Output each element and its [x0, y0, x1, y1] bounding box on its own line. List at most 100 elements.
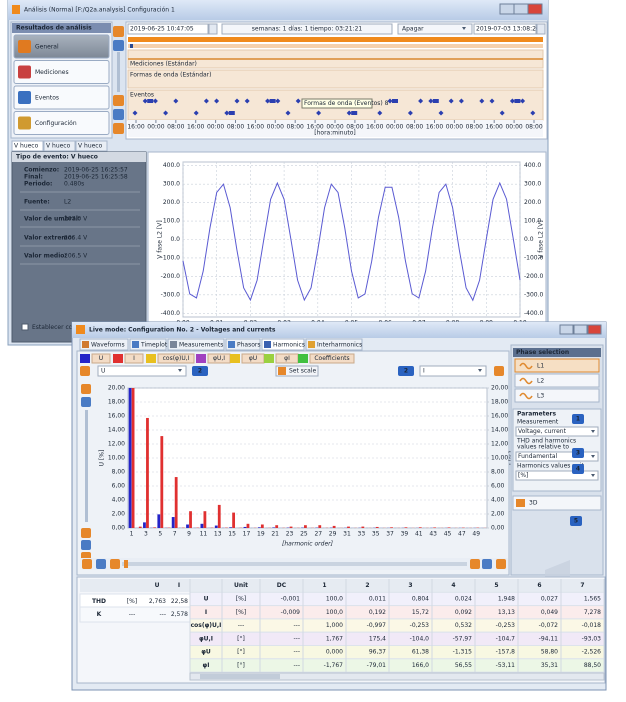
- table-cell: -0,072: [539, 622, 559, 629]
- tool-icon[interactable]: [96, 559, 106, 569]
- y-tick-label: -200.0: [161, 273, 181, 280]
- x-tick-label: 15: [228, 531, 236, 538]
- y-tick-label: 16,00: [108, 413, 125, 420]
- legend-button[interactable]: [91, 353, 111, 364]
- tool-icon[interactable]: [81, 384, 91, 394]
- tool-icon[interactable]: [482, 559, 492, 569]
- table-header-cell: 5: [494, 582, 498, 589]
- x-tick-label: 45: [444, 531, 452, 538]
- nav-button[interactable]: [13, 34, 110, 59]
- legend-swatch[interactable]: [80, 354, 90, 363]
- tab[interactable]: [261, 338, 305, 351]
- tab[interactable]: [225, 338, 261, 351]
- checkbox[interactable]: [21, 323, 29, 331]
- tab[interactable]: [129, 338, 167, 351]
- bar: [246, 523, 250, 528]
- nav-button[interactable]: [13, 60, 110, 84]
- table-cell: -0,018: [582, 622, 602, 629]
- tab-label: Interharmonics: [317, 342, 362, 349]
- field-label: Valor medio:: [24, 253, 67, 260]
- legend-button[interactable]: [124, 353, 144, 364]
- window-button[interactable]: [513, 3, 529, 15]
- tab[interactable]: [305, 338, 363, 351]
- bar: [217, 504, 221, 528]
- tab[interactable]: [167, 338, 225, 351]
- select[interactable]: [515, 470, 599, 481]
- table-cell: ---: [160, 611, 167, 618]
- tool-icon[interactable]: [110, 559, 120, 569]
- legend-swatch[interactable]: [196, 354, 206, 363]
- tool-icon[interactable]: [470, 559, 480, 569]
- window-button[interactable]: [559, 324, 574, 335]
- spin-button[interactable]: [536, 23, 546, 35]
- zoom-slider: [85, 410, 88, 522]
- tool-icon[interactable]: [82, 559, 92, 569]
- event-marker: [316, 110, 322, 116]
- tool-icon[interactable]: [113, 123, 124, 134]
- tool-icon[interactable]: [81, 540, 91, 550]
- tool-icon[interactable]: [80, 366, 90, 376]
- tab[interactable]: [43, 140, 76, 152]
- table-cell: 13,13: [498, 609, 515, 616]
- x-tick-label: 13: [214, 531, 222, 538]
- bar: [260, 524, 264, 528]
- tool-icon[interactable]: [81, 528, 91, 538]
- tool-icon[interactable]: [113, 109, 124, 120]
- window-button[interactable]: [573, 324, 588, 335]
- table-cell: -1,315: [453, 649, 473, 656]
- legend-swatch[interactable]: [298, 354, 308, 363]
- spin-button[interactable]: [208, 23, 218, 35]
- legend-button[interactable]: [157, 353, 195, 364]
- table-cell: 7,278: [584, 609, 601, 616]
- select[interactable]: [419, 365, 487, 377]
- window-button[interactable]: [587, 324, 602, 335]
- range-handle: [130, 44, 133, 48]
- tool-icon[interactable]: [496, 559, 506, 569]
- legend-swatch[interactable]: [113, 354, 123, 363]
- select[interactable]: [97, 365, 187, 377]
- window-button[interactable]: [527, 3, 543, 15]
- window-button[interactable]: [499, 3, 515, 15]
- tab[interactable]: [75, 140, 108, 152]
- tab-label: Phasors: [237, 342, 261, 349]
- tool-icon[interactable]: [494, 366, 504, 376]
- x-tick-label: 9: [187, 531, 191, 538]
- x-tick-label: 29: [329, 531, 337, 538]
- tab-icon: [308, 341, 315, 348]
- tab[interactable]: [11, 140, 44, 152]
- nav-icon: [18, 91, 31, 104]
- legend-button[interactable]: [309, 353, 355, 364]
- table-cell: ---: [294, 649, 301, 656]
- view-button[interactable]: [512, 495, 602, 511]
- tool-icon[interactable]: [81, 397, 91, 407]
- legend-swatch[interactable]: [146, 354, 156, 363]
- tool-icon[interactable]: [113, 95, 124, 106]
- nav-icon: [18, 40, 31, 53]
- scroll-thumb[interactable]: [200, 674, 280, 679]
- tool-icon[interactable]: [113, 40, 124, 51]
- select[interactable]: [515, 451, 599, 462]
- bar: [229, 527, 233, 528]
- timeline-row: [127, 69, 544, 89]
- h-scrollbar[interactable]: [189, 672, 605, 681]
- table-cell: cos(φ)U,I: [191, 622, 222, 629]
- set-scale-button[interactable]: [275, 365, 319, 377]
- tool-icon[interactable]: [113, 26, 124, 37]
- phase-button[interactable]: [514, 358, 600, 373]
- field-value: 2019-06-25 16:25:58: [64, 174, 128, 181]
- tab[interactable]: [79, 338, 129, 351]
- mode-select[interactable]: [397, 23, 473, 35]
- tab-label: Timeplots: [140, 342, 170, 349]
- event-marker: [448, 98, 454, 104]
- time-tick-label: 00:00: [326, 124, 343, 131]
- legend-swatch[interactable]: [230, 354, 240, 363]
- phase-button[interactable]: [514, 388, 600, 403]
- phase-button[interactable]: [514, 373, 600, 388]
- time-span: semanas: 1 días: 1 tiempo: 03:21:21: [252, 26, 363, 33]
- nav-button[interactable]: [13, 111, 110, 135]
- legend-swatch[interactable]: [264, 354, 274, 363]
- nav-button[interactable]: [13, 85, 110, 110]
- select[interactable]: [515, 426, 599, 437]
- scroll-handle: [124, 560, 128, 568]
